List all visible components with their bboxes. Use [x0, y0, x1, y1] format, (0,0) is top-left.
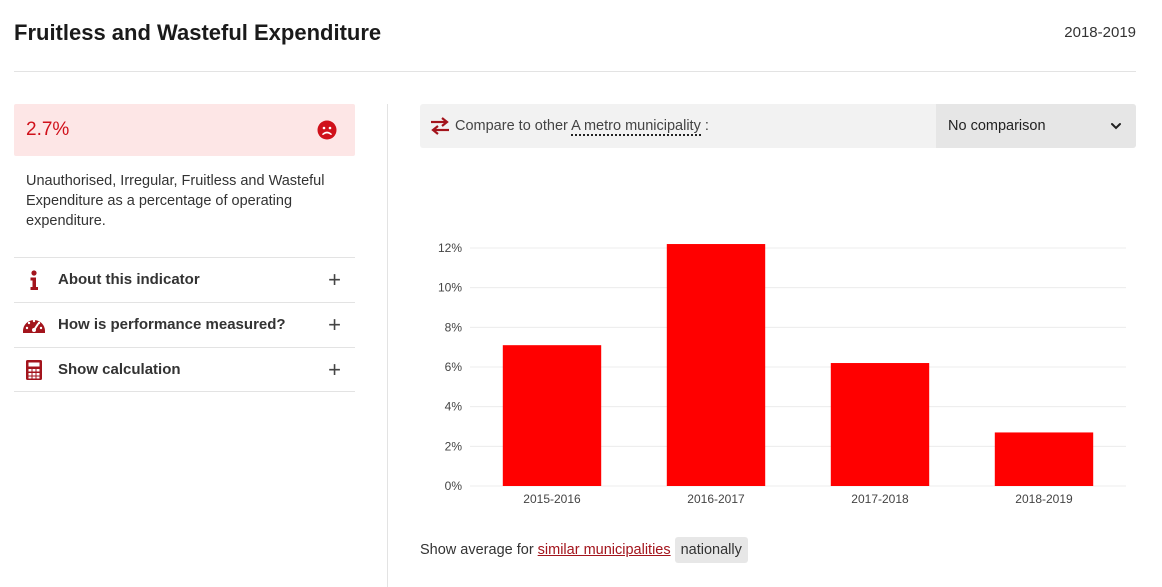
- bar-2018-2019: [994, 432, 1094, 486]
- y-tick-label: 4%: [445, 400, 463, 414]
- accordion-label: How is performance measured?: [58, 316, 286, 333]
- expand-plus-icon[interactable]: +: [328, 357, 341, 382]
- y-tick-label: 6%: [445, 360, 463, 374]
- y-tick-label: 8%: [445, 320, 463, 334]
- swap-arrows-icon: [431, 117, 449, 135]
- footer-prefix: Show average for: [420, 542, 534, 558]
- comparison-select[interactable]: No comparison: [936, 104, 1136, 148]
- compare-label: Compare to other A metro municipality :: [455, 118, 709, 136]
- compare-suffix: :: [704, 118, 709, 134]
- accordion-label: About this indicator: [58, 271, 200, 288]
- expand-plus-icon[interactable]: +: [328, 267, 341, 292]
- bar-chart-svg: 0% 2% 4% 6% 8% 10% 12% 2015-2016 2016-2017 2017-2…: [438, 241, 1126, 506]
- y-tick-label: 12%: [438, 241, 462, 255]
- bar-2017-2018: [830, 363, 930, 486]
- compare-bar: Compare to other A metro municipality : …: [420, 104, 1136, 148]
- sad-face-icon: [317, 120, 337, 140]
- x-tick-label: 2017-2018: [851, 492, 909, 506]
- bar-2016-2017: [666, 244, 766, 486]
- indicator-value-box: 2.7%: [14, 104, 355, 156]
- header-divider: [14, 71, 1136, 72]
- bar-chart: 0% 2% 4% 6% 8% 10% 12% 2015-2016 2016-2017 2017-2…: [420, 240, 1136, 515]
- expand-plus-icon[interactable]: +: [328, 312, 341, 337]
- nationally-toggle[interactable]: nationally: [674, 537, 748, 563]
- info-icon: [30, 270, 38, 290]
- accordion-label: Show calculation: [58, 361, 181, 378]
- y-tick-label: 2%: [445, 439, 463, 453]
- compare-term[interactable]: A metro municipality: [571, 118, 701, 136]
- x-tick-label: 2018-2019: [1015, 492, 1073, 506]
- financial-year: 2018-2019: [1064, 24, 1136, 41]
- chevron-down-icon: [1111, 123, 1121, 130]
- gauge-icon: [23, 319, 45, 333]
- compare-prefix: Compare to other: [455, 118, 568, 134]
- y-tick-label: 10%: [438, 281, 462, 295]
- x-tick-label: 2016-2017: [687, 492, 745, 506]
- accordion-performance-measured[interactable]: How is performance measured? +: [14, 302, 355, 347]
- indicator-description: Unauthorised, Irregular, Fruitless and W…: [26, 173, 325, 229]
- y-tick-label: 0%: [445, 479, 463, 493]
- bar-2015-2016: [502, 345, 602, 486]
- accordion-show-calculation[interactable]: Show calculation +: [14, 347, 355, 392]
- page-title: Fruitless and Wasteful Expenditure: [14, 20, 382, 45]
- indicator-value: 2.7%: [26, 119, 70, 140]
- column-divider: [387, 104, 388, 587]
- similar-municipalities-link[interactable]: similar municipalities: [537, 542, 671, 558]
- x-tick-label: 2015-2016: [523, 492, 581, 506]
- comparison-select-value: No comparison: [948, 118, 1046, 134]
- calculator-icon: [26, 360, 42, 380]
- footer-average-note: Show average for similar municipalities …: [420, 537, 748, 563]
- accordion-about-indicator[interactable]: About this indicator +: [14, 257, 355, 302]
